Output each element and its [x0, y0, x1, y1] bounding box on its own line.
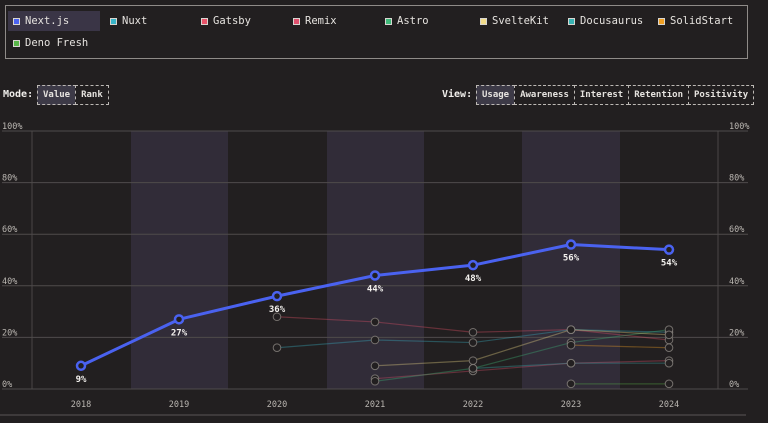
legend-label: SolidStart — [670, 15, 734, 27]
column-band — [131, 131, 228, 389]
column-band — [327, 131, 424, 389]
legend-label: Remix — [305, 15, 337, 27]
series-line-solidstart — [570, 344, 670, 349]
data-point-gatsby — [370, 317, 380, 327]
legend-swatch — [480, 17, 487, 25]
legend-label: Nuxt — [122, 15, 148, 27]
series-line-astro — [374, 329, 670, 382]
data-label: 9% — [76, 375, 87, 385]
y-tick-left: 20% — [2, 328, 17, 338]
data-point-nuxt — [272, 343, 282, 353]
legend-swatch — [13, 39, 20, 47]
legend-item-remix[interactable]: Remix — [288, 11, 368, 31]
x-tick: 2024 — [659, 400, 679, 410]
legend-item-gatsby[interactable]: Gatsby — [196, 11, 276, 31]
series-line-sveltekit — [374, 329, 670, 367]
legend-label: Deno Fresh — [25, 37, 89, 49]
view-positivity-button[interactable]: Positivity — [688, 85, 755, 105]
y-tick-right: 80% — [729, 174, 744, 184]
view-label: View: — [442, 89, 473, 100]
y-tick-right: 40% — [729, 277, 744, 287]
mode-value-button[interactable]: Value — [37, 85, 77, 105]
legend-item-nuxt[interactable]: Nuxt — [105, 11, 185, 31]
view-toggle: Usage Awareness Interest Retention Positivit… — [476, 85, 755, 105]
view-awareness-button[interactable]: Awareness — [514, 85, 575, 105]
y-tick-left: 60% — [2, 225, 17, 235]
legend-swatch — [201, 17, 208, 25]
data-point-docusaurus — [566, 358, 576, 368]
x-tick: 2023 — [561, 400, 581, 410]
data-point-nuxt — [468, 338, 478, 347]
x-tick: 2022 — [463, 400, 483, 410]
data-point-next-js — [663, 244, 675, 255]
legend-swatch — [293, 17, 300, 25]
data-label: 48% — [465, 274, 482, 284]
data-point-astro — [370, 376, 380, 386]
data-point-gatsby — [272, 312, 282, 322]
y-tick-left: 100% — [2, 122, 22, 132]
data-point-next-js — [271, 290, 283, 302]
y-tick-right: 100% — [729, 122, 749, 132]
mode-label: Mode: — [3, 89, 34, 100]
data-label: 27% — [171, 328, 188, 338]
data-point-next-js — [369, 270, 381, 281]
data-label: 54% — [661, 259, 678, 269]
data-point-docusaurus — [664, 358, 674, 368]
data-point-deno-fresh — [566, 379, 576, 389]
data-point-next-js — [173, 314, 185, 325]
data-point-sveltekit — [370, 361, 380, 371]
x-tick: 2019 — [169, 400, 189, 410]
data-point-next-js — [467, 259, 479, 271]
x-tick: 2020 — [267, 400, 287, 410]
legend-item-astro[interactable]: Astro — [380, 11, 460, 31]
y-tick-right: 0% — [729, 380, 739, 390]
legend-swatch — [568, 17, 575, 25]
data-point-sveltekit — [468, 356, 478, 365]
legend-item-solidstart[interactable]: SolidStart — [653, 11, 741, 31]
legend-label: Astro — [397, 15, 429, 27]
legend-item-sveltekit[interactable]: SvelteKit — [475, 11, 560, 31]
data-point-solidstart — [664, 343, 674, 353]
data-point-solidstart — [566, 340, 576, 350]
legend-swatch — [385, 17, 392, 25]
x-tick: 2018 — [71, 400, 91, 410]
data-point-deno-fresh — [664, 379, 674, 389]
legend-label: SvelteKit — [492, 15, 549, 27]
legend-label: Next.js — [25, 15, 70, 27]
y-tick-left: 80% — [2, 174, 17, 184]
legend-swatch — [110, 17, 117, 25]
y-tick-right: 60% — [729, 225, 744, 235]
data-label: 36% — [269, 305, 286, 315]
y-tick-left: 40% — [2, 277, 17, 287]
data-point-gatsby — [468, 327, 478, 337]
legend-swatch — [13, 17, 20, 25]
legend-item-deno-fresh[interactable]: Deno Fresh — [8, 33, 100, 53]
x-tick: 2021 — [365, 400, 385, 410]
legend-label: Gatsby — [213, 15, 251, 27]
legend-swatch — [658, 17, 665, 25]
mode-rank-button[interactable]: Rank — [75, 85, 109, 105]
data-label: 44% — [367, 284, 384, 294]
data-point-nuxt — [370, 335, 380, 345]
mode-toggle: Value Rank — [37, 85, 109, 105]
legend-item-next-js[interactable]: Next.js — [8, 11, 100, 31]
data-label: 56% — [563, 254, 580, 264]
legend: Next.js Nuxt Gatsby Remix Astro SvelteKit Docu… — [5, 5, 748, 59]
data-point-next-js — [75, 360, 87, 372]
y-tick-left: 0% — [2, 380, 12, 390]
series-line-remix — [374, 360, 670, 380]
legend-item-docusaurus[interactable]: Docusaurus — [563, 11, 648, 31]
y-tick-right: 20% — [729, 328, 744, 338]
data-point-next-js — [565, 239, 577, 250]
data-point-docusaurus — [468, 364, 478, 373]
data-point-sveltekit — [566, 325, 576, 334]
legend-label: Docusaurus — [580, 15, 644, 27]
data-point-sveltekit — [664, 330, 674, 340]
